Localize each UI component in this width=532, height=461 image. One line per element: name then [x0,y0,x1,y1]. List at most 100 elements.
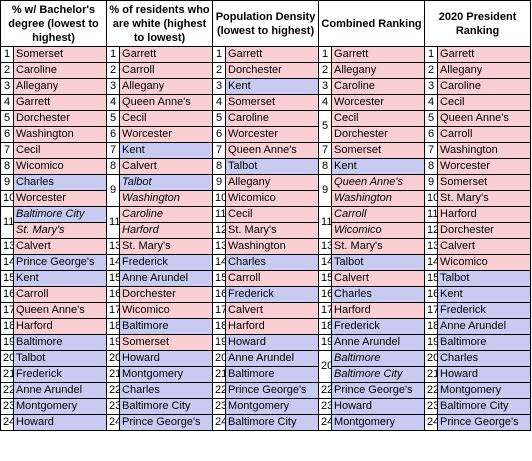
county-name: Worcester [119,126,214,143]
rank-number: 13 [106,238,121,255]
county-name: Dorchester [437,222,532,239]
county-name: Somerset [12,46,108,63]
rank-number: 1 [0,46,14,63]
table-row: 14Prince George's14Frederick14Charles14T… [0,254,532,271]
rank-number: 15 [212,270,227,287]
county-name: Calvert [119,158,214,175]
county-name: Charles [437,350,532,367]
county-name: Cecil [12,142,108,159]
county-name: Howard [119,350,214,367]
rank-number: 20 [212,350,227,367]
ranking-table: % w/ Bachelor's degree (lowest to highes… [0,0,532,431]
rank-number: 16 [424,286,439,303]
rank-number: 3 [318,78,333,95]
rank-number: 11 [318,206,333,239]
rank-number: 18 [318,318,333,335]
rank-number: 13 [424,238,439,255]
county-name: Wicomico [437,254,532,271]
rank-number: 5 [212,110,227,127]
county-name: Talbot [119,174,214,191]
county-name: Garrett [225,46,320,63]
table-row: 17Queen Anne's17Wicomico17Calvert17Harfo… [0,302,532,319]
county-name: Anne Arundel [12,382,108,399]
county-name: Washington [331,190,426,207]
rank-number: 19 [212,334,227,351]
rank-number: 14 [424,254,439,271]
county-name: Anne Arundel [225,350,320,367]
rank-number: 10 [424,190,439,207]
county-name: Baltimore [225,366,320,383]
rank-number: 15 [318,270,333,287]
rank-number: 17 [212,302,227,319]
rank-number: 1 [318,46,333,63]
rank-number: 7 [318,142,333,159]
county-name: Howard [437,366,532,383]
county-name: Talbot [12,350,108,367]
rank-number: 4 [106,94,121,111]
county-name: Wicomico [119,302,214,319]
rank-number: 21 [424,366,439,383]
rank-number: 16 [318,286,333,303]
county-name: Washington [12,126,108,143]
rank-number: 15 [106,270,121,287]
rank-number: 24 [318,414,333,431]
county-name: Queen Anne's [331,174,426,191]
rank-number: 16 [106,286,121,303]
county-name: Kent [225,78,320,95]
rank-number: 9 [106,174,121,207]
county-name: Allegany [437,62,532,79]
table-row: 15Kent15Anne Arundel15Carroll15Calvert15… [0,270,532,287]
county-name: Caroline [225,110,320,127]
county-name: Caroline [331,78,426,95]
rank-number: 17 [318,302,333,319]
county-name: Montgomery [12,398,108,415]
county-name: Carroll [225,270,320,287]
rank-number: 23 [106,398,121,415]
county-name: Dorchester [225,62,320,79]
county-name: Carroll [437,126,532,143]
county-name: Montgomery [225,398,320,415]
county-name: Baltimore City [225,414,320,431]
county-name: Worcester [225,126,320,143]
county-name: Prince George's [331,382,426,399]
county-name: Frederick [119,254,214,271]
county-name: Harford [225,318,320,335]
header-2020-president-ranking: 2020 President Ranking [424,0,532,47]
rank-number: 11 [212,206,227,223]
rank-number: 4 [424,94,439,111]
rank-number: 3 [0,78,14,95]
county-name: Garrett [437,46,532,63]
county-name: Garrett [12,94,108,111]
table-row: 6 Washington 6 Worcester 6 Worcester Dorcheste… [0,126,532,143]
header-combined-ranking: Combined Ranking [318,0,426,47]
county-name: Prince George's [225,382,320,399]
county-name: Caroline [119,206,214,223]
rank-number: 6 [0,126,14,143]
rank-number: 14 [0,254,14,271]
rank-number: 22 [424,382,439,399]
county-name: Carroll [119,62,214,79]
rank-number: 21 [212,366,227,383]
rank-number: 3 [424,78,439,95]
header-population-density: Population Density (lowest to highest) [212,0,320,47]
county-name: Baltimore City [437,398,532,415]
county-name: Montgomery [119,366,214,383]
rank-number: 9 [424,174,439,191]
county-name: Somerset [225,94,320,111]
county-name: Cecil [331,110,426,127]
ranking-body: 1 Somerset 1 Garrett 1 Garrett 1 Garrett 1 Garret… [0,46,532,431]
county-name: Dorchester [119,286,214,303]
rank-number: 7 [212,142,227,159]
rank-number: 24 [212,414,227,431]
rank-number: 23 [318,398,333,415]
county-name: Harford [12,318,108,335]
table-row: 5 Dorchester 5 Cecil 5 Caroline 5 Cecil 5 Queen A… [0,110,532,143]
rank-number: 23 [0,398,14,415]
rank-number: 16 [212,286,227,303]
table-row: 18Harford18Baltimore18Harford18Frederick… [0,318,532,335]
county-name: Queen Anne's [119,94,214,111]
rank-number: 24 [106,414,121,431]
rank-number: 20 [106,350,121,367]
county-name: Dorchester [12,110,108,127]
rank-number: 24 [424,414,439,431]
